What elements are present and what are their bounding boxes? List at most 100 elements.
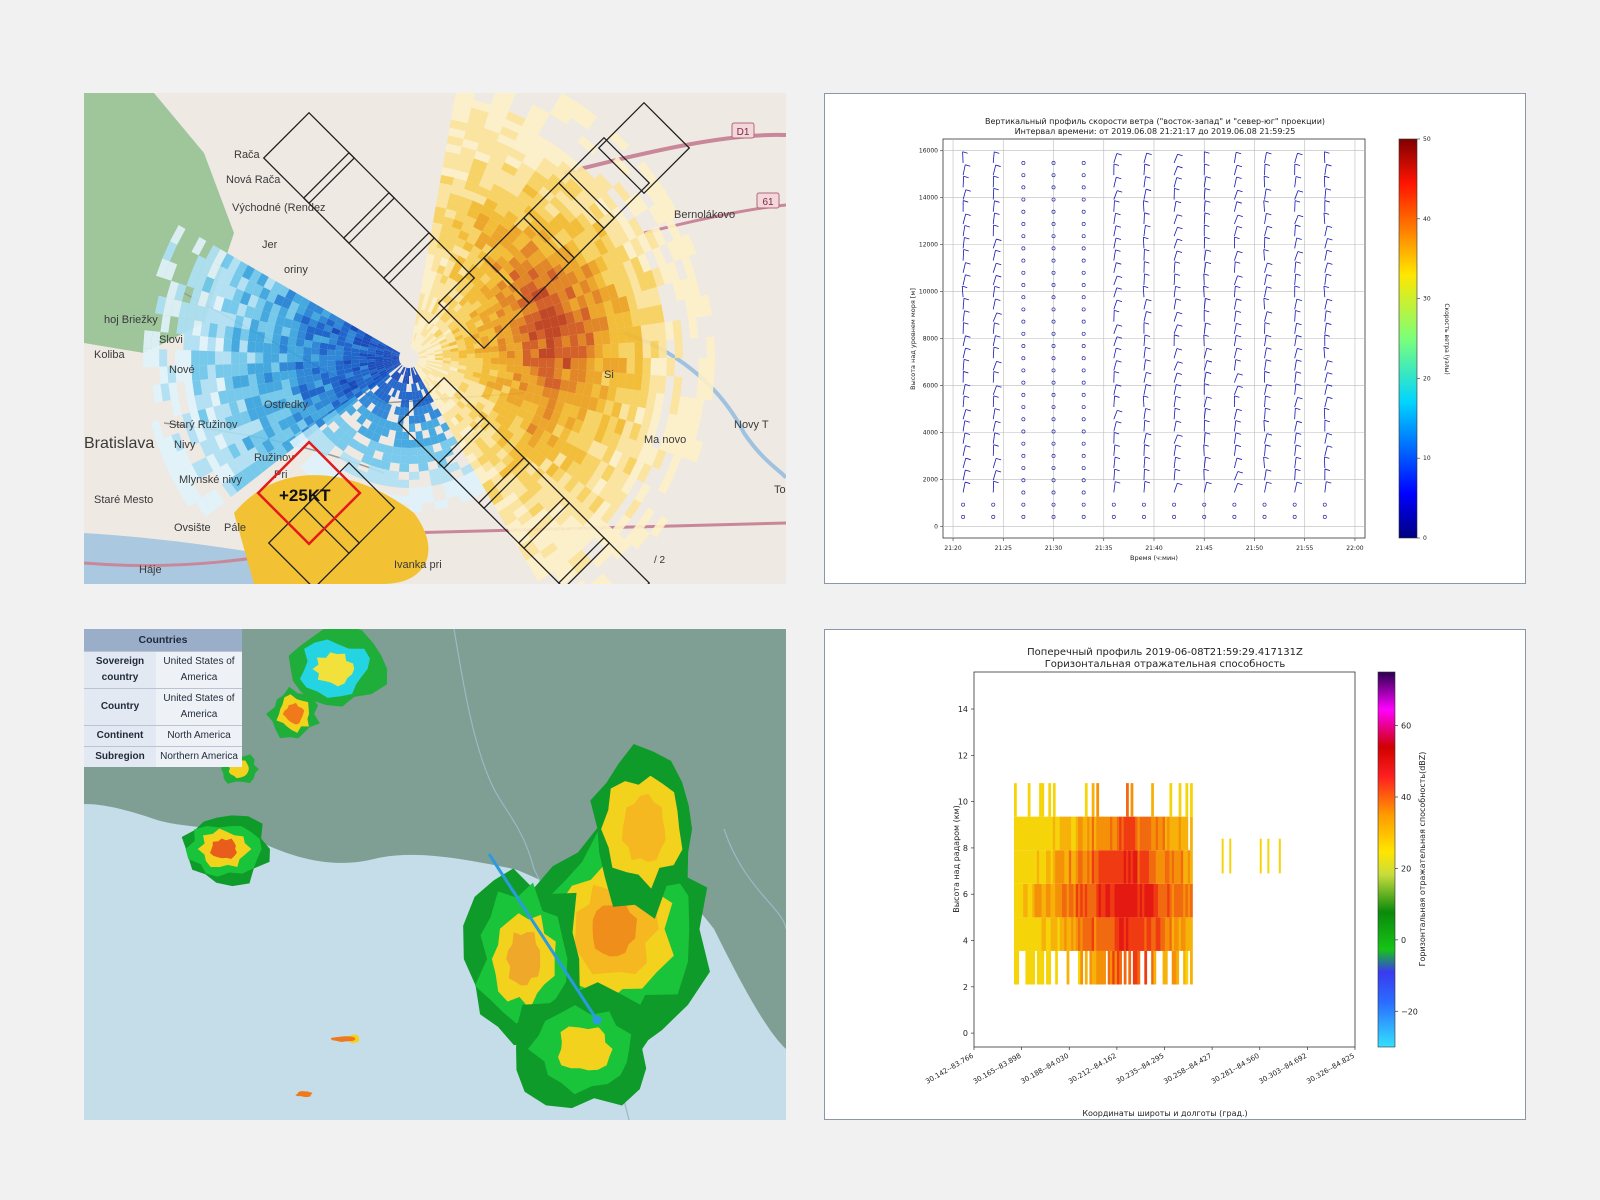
radar-bin [538, 348, 547, 358]
radar-bin [277, 418, 290, 431]
radar-bin [515, 133, 534, 149]
reflectivity-cell [1174, 883, 1177, 918]
radar-bin [506, 518, 522, 533]
radar-bin [355, 376, 365, 384]
reflectivity-cell [1096, 850, 1100, 884]
radar-bin [314, 417, 326, 429]
radar-bin [417, 349, 426, 354]
radar-bin [489, 369, 499, 377]
radar-bin [557, 472, 573, 488]
radar-bin [527, 435, 540, 449]
radar-bin [311, 340, 321, 349]
reflectivity-cell [1014, 883, 1017, 918]
radar-bin [525, 462, 540, 477]
x-tick-label: 30.165--83.898 [972, 1052, 1023, 1086]
radar-bin [546, 434, 560, 449]
radar-bin [431, 370, 440, 377]
wind-barb [1324, 225, 1328, 237]
radar-bin [282, 387, 293, 399]
reflectivity-cell [1119, 917, 1122, 951]
wind-barb [1143, 359, 1146, 371]
radar-bin [367, 439, 379, 451]
calm-circle [961, 514, 966, 519]
radar-bin [533, 262, 547, 277]
radar-bin [321, 377, 332, 386]
y-tick-label: 4000 [923, 429, 938, 436]
wind-barb [992, 298, 996, 310]
wind-barb-flag [1117, 275, 1123, 278]
reflectivity-cell [1094, 850, 1097, 884]
wind-barb-flag [1326, 481, 1332, 484]
wind-barb-flag [1296, 322, 1302, 326]
radar-bin [538, 514, 555, 530]
radar-bin [453, 303, 463, 313]
radar-bin [401, 391, 407, 400]
radar-bin [439, 257, 449, 268]
radar-bin [549, 410, 562, 424]
radar-bin [302, 427, 316, 442]
radar-bin [263, 362, 272, 374]
radar-bin [424, 261, 433, 271]
wind-barb [1264, 226, 1268, 237]
radar-bin [393, 406, 401, 416]
radar-bin [315, 431, 329, 445]
wind-barb-flag [1263, 456, 1269, 459]
wind-barb-flag [993, 188, 999, 191]
radar-bin [415, 430, 424, 440]
radar-bin [565, 460, 581, 477]
wind-barb-flag [1115, 212, 1121, 216]
radar-bin [459, 146, 477, 159]
radar-bin [553, 263, 567, 279]
radar-bin [331, 327, 341, 336]
radar-bin [468, 165, 485, 179]
radar-bin [519, 284, 531, 297]
radar-bin [637, 161, 657, 183]
radar-bin [600, 504, 618, 524]
reflectivity-cell [1043, 816, 1047, 851]
radar-bin [512, 289, 524, 301]
calm-circle [1021, 502, 1026, 507]
radar-bin [434, 389, 443, 398]
radar-bin [247, 329, 258, 342]
wind-barb [1324, 384, 1328, 395]
radar-bin [594, 173, 613, 193]
reflectivity-cell [1048, 917, 1052, 951]
radar-bin [495, 308, 506, 319]
radar-bin [243, 421, 257, 437]
radar-bin [413, 383, 418, 392]
radar-bin [379, 460, 391, 471]
wind-barb-flag [963, 395, 970, 398]
wind-barb-flag [1116, 287, 1122, 290]
radar-bin [498, 505, 514, 520]
wind-barb-flag [1297, 190, 1304, 193]
radar-bin [517, 190, 534, 206]
radar-bin [651, 267, 665, 287]
reflectivity-cell [1073, 883, 1077, 918]
wind-barb-flag [1324, 200, 1330, 203]
reflectivity-cell [1018, 917, 1022, 951]
radar-bin [559, 441, 574, 457]
reflectivity-cell [1034, 850, 1038, 884]
wind-barb [1324, 238, 1328, 249]
radar-bin [328, 338, 338, 346]
radar-bin [400, 399, 406, 408]
reflectivity-cell [1068, 883, 1072, 918]
radar-bin [516, 316, 527, 327]
reflectivity-cell [1148, 917, 1152, 951]
reflectivity-cell [1221, 838, 1224, 874]
reflectivity-cell [1068, 917, 1072, 951]
radar-bin [420, 337, 427, 345]
radar-bin [478, 378, 488, 387]
radar-bin [375, 442, 386, 453]
cross-section-chart: Поперечный профиль 2019-06-08T21:59:29.4… [824, 629, 1526, 1120]
radar-bin [215, 364, 225, 379]
radar-bin [496, 279, 508, 291]
radar-bin [618, 358, 627, 374]
wind-barb-flag [1263, 200, 1269, 203]
radar-bin [654, 200, 673, 222]
reflectivity-cell [1107, 816, 1111, 851]
wind-barb-flag [1295, 176, 1302, 179]
reflectivity-cell [1080, 850, 1084, 884]
radar-bin [414, 342, 420, 350]
radar-bin [658, 340, 667, 358]
